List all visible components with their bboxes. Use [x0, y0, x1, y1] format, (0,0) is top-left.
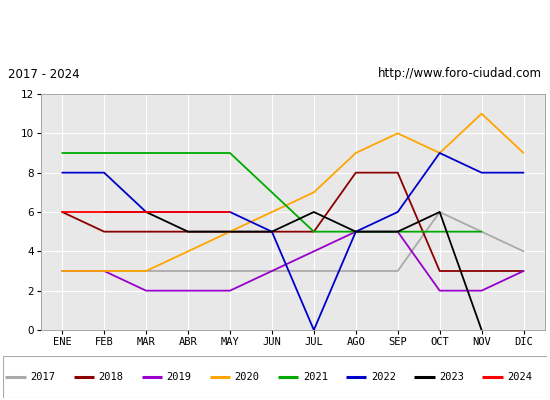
- Text: 2019: 2019: [167, 372, 191, 382]
- Text: 2017 - 2024: 2017 - 2024: [8, 68, 80, 80]
- Text: 2023: 2023: [439, 372, 464, 382]
- Text: 2020: 2020: [235, 372, 260, 382]
- Text: 2017: 2017: [30, 372, 56, 382]
- Text: 2022: 2022: [371, 372, 396, 382]
- Text: 2018: 2018: [98, 372, 124, 382]
- Text: Evolucion del paro registrado en Peraltilla: Evolucion del paro registrado en Peralti…: [115, 22, 435, 36]
- Text: 2021: 2021: [302, 372, 328, 382]
- Text: http://www.foro-ciudad.com: http://www.foro-ciudad.com: [378, 68, 542, 80]
- Text: 2024: 2024: [507, 372, 532, 382]
